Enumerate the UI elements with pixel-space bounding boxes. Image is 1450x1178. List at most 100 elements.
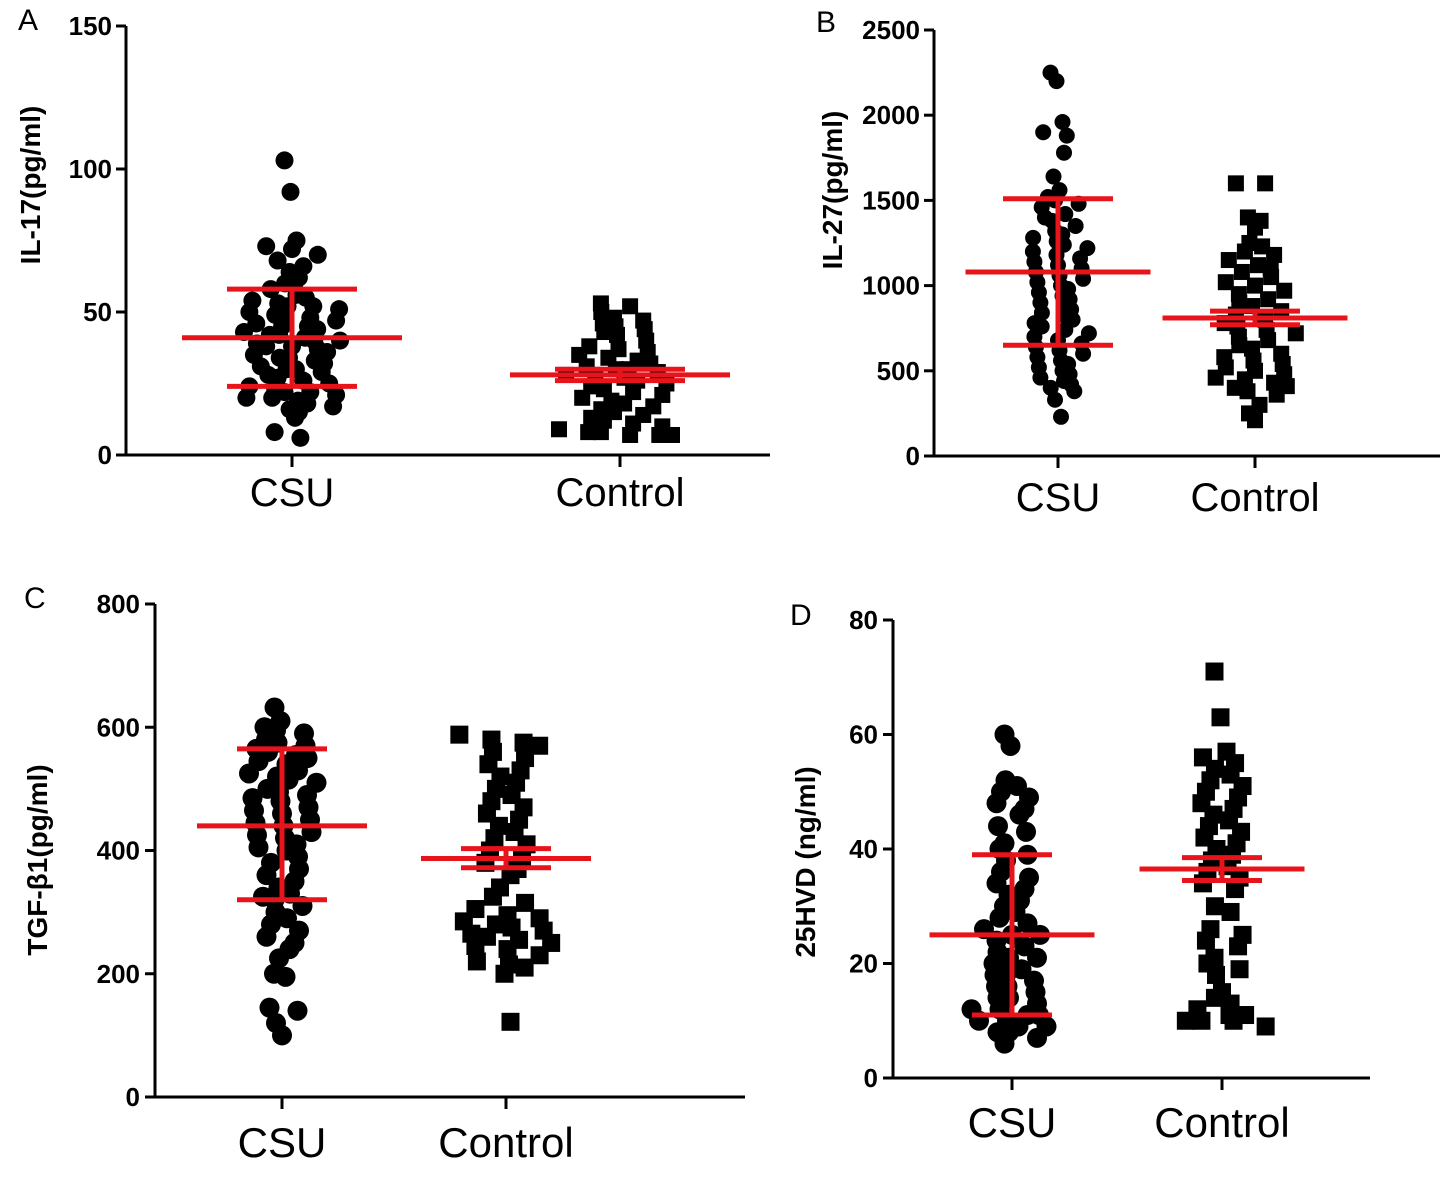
data-point (275, 151, 294, 170)
y-tick-label: 600 (97, 712, 140, 742)
data-point (498, 940, 517, 959)
data-point (530, 736, 549, 755)
data-point (1016, 821, 1036, 842)
data-point (1035, 124, 1052, 141)
data-point (1230, 960, 1249, 979)
data-point (291, 428, 310, 447)
x-tick-label: CSU (238, 1119, 327, 1166)
data-point (651, 426, 668, 443)
data-point (1260, 332, 1277, 349)
data-point (1226, 379, 1243, 396)
data-point (1205, 897, 1224, 916)
data-point (268, 251, 287, 270)
data-point (592, 424, 609, 441)
data-point (1217, 274, 1234, 291)
data-point (1226, 880, 1245, 899)
data-point (1205, 988, 1224, 1007)
y-tick-label: 60 (849, 720, 878, 750)
data-point (256, 865, 277, 886)
data-point (1229, 937, 1248, 956)
data-point (1247, 412, 1263, 429)
data-point (265, 423, 284, 442)
y-tick-label: 0 (98, 440, 112, 470)
data-point (1207, 369, 1224, 386)
data-point (622, 298, 639, 315)
data-point (1247, 277, 1263, 294)
panel-letter: C (24, 582, 46, 615)
y-tick-label: 1500 (862, 185, 920, 215)
data-point (501, 1012, 520, 1031)
y-axis-label: IL-17(pg/ml) (15, 106, 46, 265)
data-point (467, 952, 486, 971)
data-point (1224, 1011, 1243, 1030)
data-point (327, 311, 346, 330)
data-point (495, 964, 514, 983)
y-tick-label: 800 (97, 589, 140, 619)
data-point (1250, 257, 1266, 274)
data-point (986, 793, 1007, 814)
panel-letter: B (816, 6, 836, 39)
data-point (1058, 127, 1075, 144)
y-tick-label: 50 (83, 297, 112, 327)
x-tick-label: CSU (968, 1099, 1057, 1146)
data-point (551, 421, 567, 438)
data-point (248, 837, 269, 858)
x-tick-label: Control (1154, 1099, 1289, 1146)
data-point (1045, 168, 1062, 185)
data-point (1231, 337, 1248, 354)
data-point (1000, 735, 1021, 756)
panel-letter: A (18, 4, 38, 37)
data-point (1075, 270, 1092, 287)
data-point (1054, 114, 1071, 131)
data-point (1268, 386, 1285, 403)
x-tick-label: CSU (250, 471, 334, 515)
data-point (1256, 1017, 1275, 1036)
y-tick-label: 80 (849, 605, 878, 635)
data-point (530, 946, 549, 965)
data-point (1196, 931, 1215, 950)
data-point (1075, 345, 1092, 362)
data-point (1221, 902, 1240, 921)
data-point (1048, 73, 1065, 90)
data-point (269, 948, 289, 969)
x-tick-label: Control (1191, 476, 1320, 520)
data-point (1192, 1011, 1211, 1030)
data-point (483, 887, 502, 906)
panel-letter: D (790, 599, 812, 632)
data-point (272, 1025, 292, 1046)
x-tick-label: CSU (1016, 476, 1100, 520)
y-tick-label: 150 (69, 11, 112, 41)
data-point (259, 997, 280, 1018)
data-point (239, 763, 259, 784)
data-point (1257, 175, 1274, 192)
data-point (324, 397, 343, 416)
data-point (237, 388, 256, 407)
panel-a: A 0 50 100 150 IL-17(pg/ml) CSU Control (15, 4, 770, 515)
data-point (1260, 291, 1277, 308)
y-axis-label: IL-27(pg/ml) (817, 111, 848, 270)
data-point (596, 324, 613, 341)
panel-b: B 0 500 1000 1500 2000 2500 IL-27(pg/ml) CSU Cont… (816, 6, 1440, 520)
data-point (1266, 246, 1283, 263)
data-point (988, 816, 1008, 837)
y-axis-label: TGF-β1(pg/ml) (22, 764, 53, 955)
data-point (1263, 269, 1280, 286)
x-tick-label: Control (438, 1119, 573, 1166)
data-point (1276, 282, 1293, 299)
y-tick-label: 20 (849, 949, 878, 979)
data-point (609, 326, 625, 343)
data-point (1236, 243, 1253, 260)
y-tick-label: 500 (877, 356, 920, 386)
data-point (1053, 408, 1069, 425)
y-tick-label: 1000 (862, 271, 920, 301)
data-point (1027, 1027, 1047, 1048)
data-point (989, 907, 1010, 928)
data-point (1056, 144, 1072, 161)
data-point (664, 426, 680, 443)
data-point (1220, 252, 1237, 269)
data-point (1247, 219, 1263, 236)
data-point (1067, 217, 1084, 234)
data-point (277, 908, 297, 929)
data-point (1205, 662, 1224, 681)
y-tick-label: 40 (849, 834, 878, 864)
